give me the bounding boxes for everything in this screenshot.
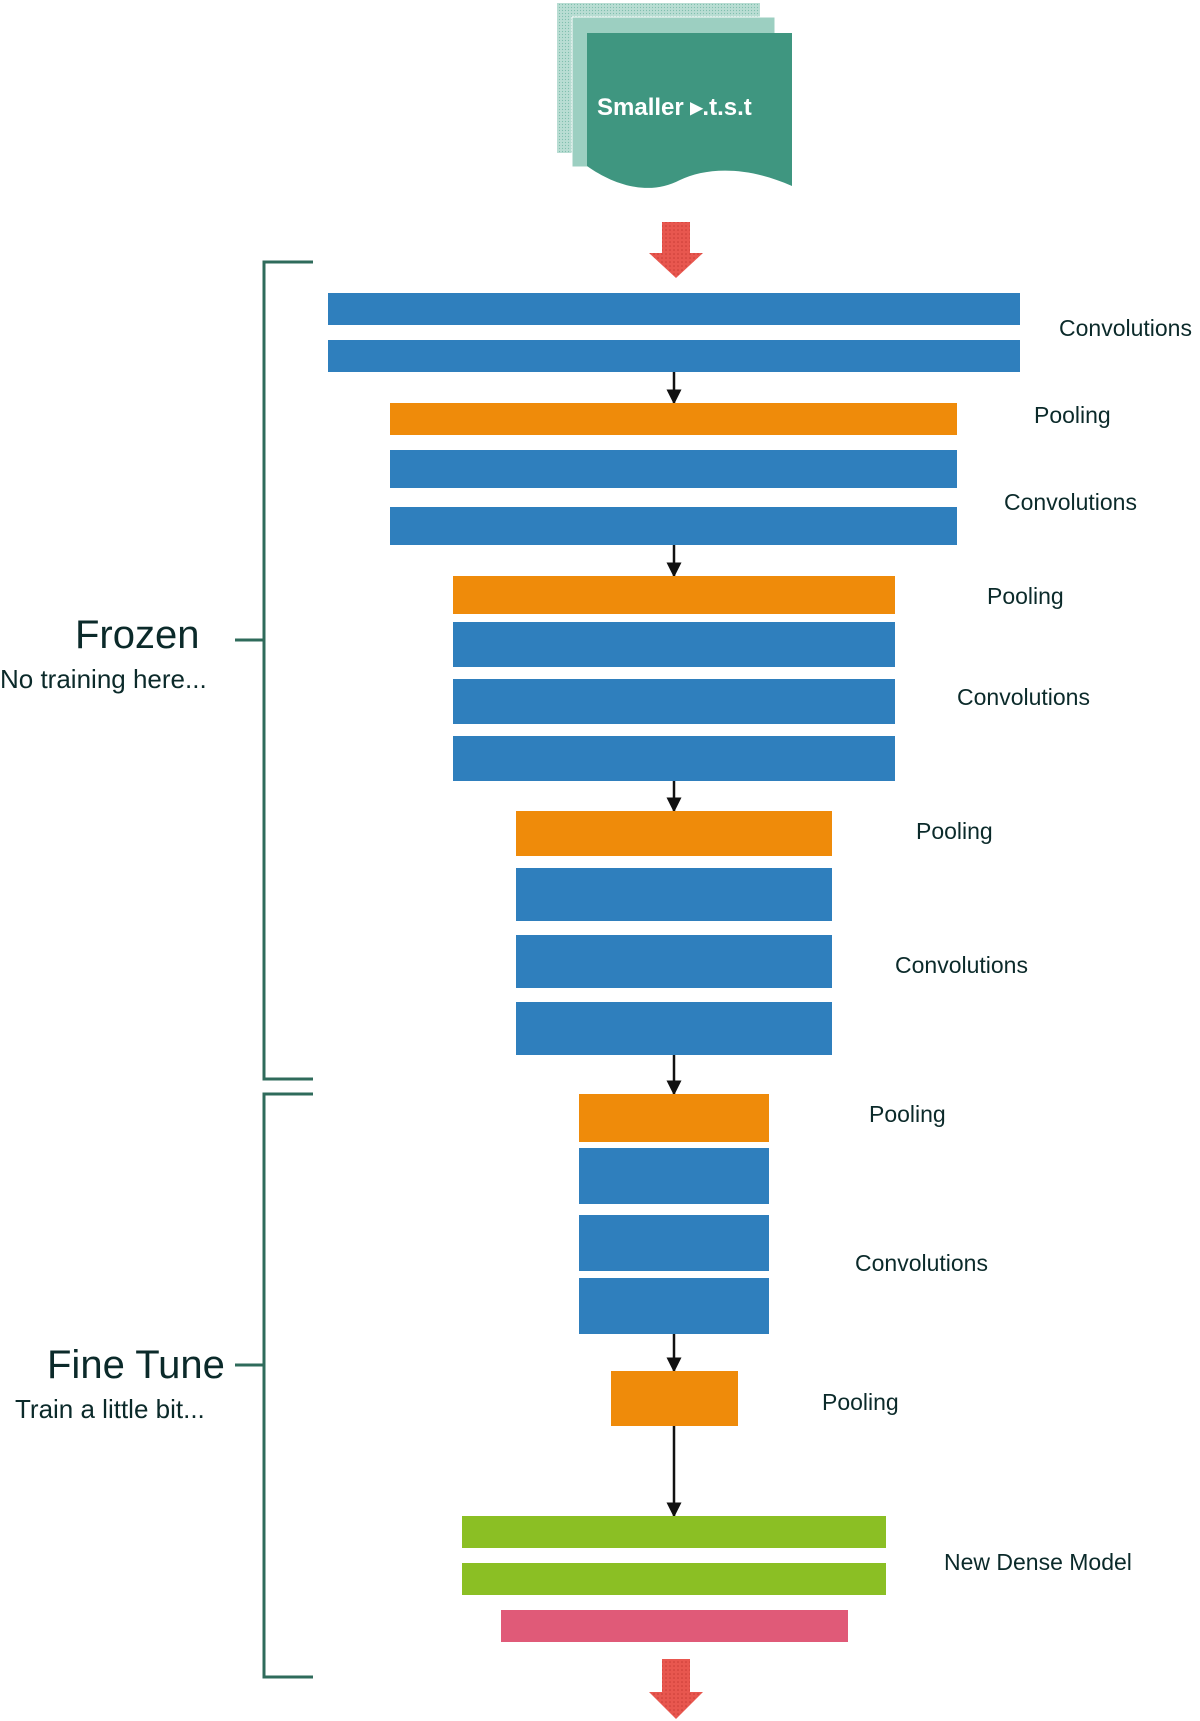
dataset-stack: Smaller ▸.t.s.t <box>557 3 792 188</box>
pool3-layer <box>516 811 832 856</box>
conv3-layer-c <box>453 736 895 781</box>
dense-layer-a <box>462 1516 886 1548</box>
pool4-layer <box>579 1094 769 1142</box>
conv4-layer-b <box>516 935 832 988</box>
dataset-document <box>587 33 792 188</box>
pool3-label: Pooling <box>916 818 993 844</box>
pool5-label: Pooling <box>822 1389 899 1415</box>
pool5-layer <box>611 1371 738 1426</box>
frozen-subtitle: No training here... <box>0 664 207 694</box>
conv1-layer-b <box>328 340 1020 372</box>
fine-tune-bracket <box>235 1092 313 1679</box>
conv5-layer-a <box>579 1148 769 1204</box>
output-layer <box>501 1610 848 1642</box>
conv3-layer-a <box>453 622 895 667</box>
conv3-label: Convolutions <box>957 684 1090 710</box>
conv4-layer-a <box>516 868 832 921</box>
conv2-label: Convolutions <box>1004 489 1137 515</box>
output-arrow-icon <box>649 1659 703 1719</box>
conv5-label: Convolutions <box>855 1250 988 1276</box>
pool1-label: Pooling <box>1034 402 1111 428</box>
conv4-layer-c <box>516 1002 832 1055</box>
dense-layer-b <box>462 1563 886 1595</box>
dense-label: New Dense Model <box>944 1549 1132 1575</box>
pool2-label: Pooling <box>987 583 1064 609</box>
fine-tune-subtitle: Train a little bit... <box>15 1394 205 1424</box>
conv4-label: Convolutions <box>895 952 1028 978</box>
frozen-title: Frozen <box>75 613 200 657</box>
frozen-bracket <box>235 260 313 1081</box>
conv3-layer-b <box>453 679 895 724</box>
conv5-layer-b <box>579 1215 769 1271</box>
conv5-layer-c <box>579 1278 769 1334</box>
pool4-label: Pooling <box>869 1101 946 1127</box>
conv1-layer-a <box>328 293 1020 325</box>
fine-tune-title: Fine Tune <box>47 1343 225 1387</box>
dataset-label: Smaller ▸.t.s.t <box>597 94 752 121</box>
conv2-layer-a <box>390 450 957 488</box>
pool1-layer <box>390 403 957 435</box>
input-arrow-icon <box>649 222 703 278</box>
pool2-layer <box>453 576 895 614</box>
conv2-layer-b <box>390 507 957 545</box>
conv1-label: Convolutions <box>1059 315 1192 341</box>
